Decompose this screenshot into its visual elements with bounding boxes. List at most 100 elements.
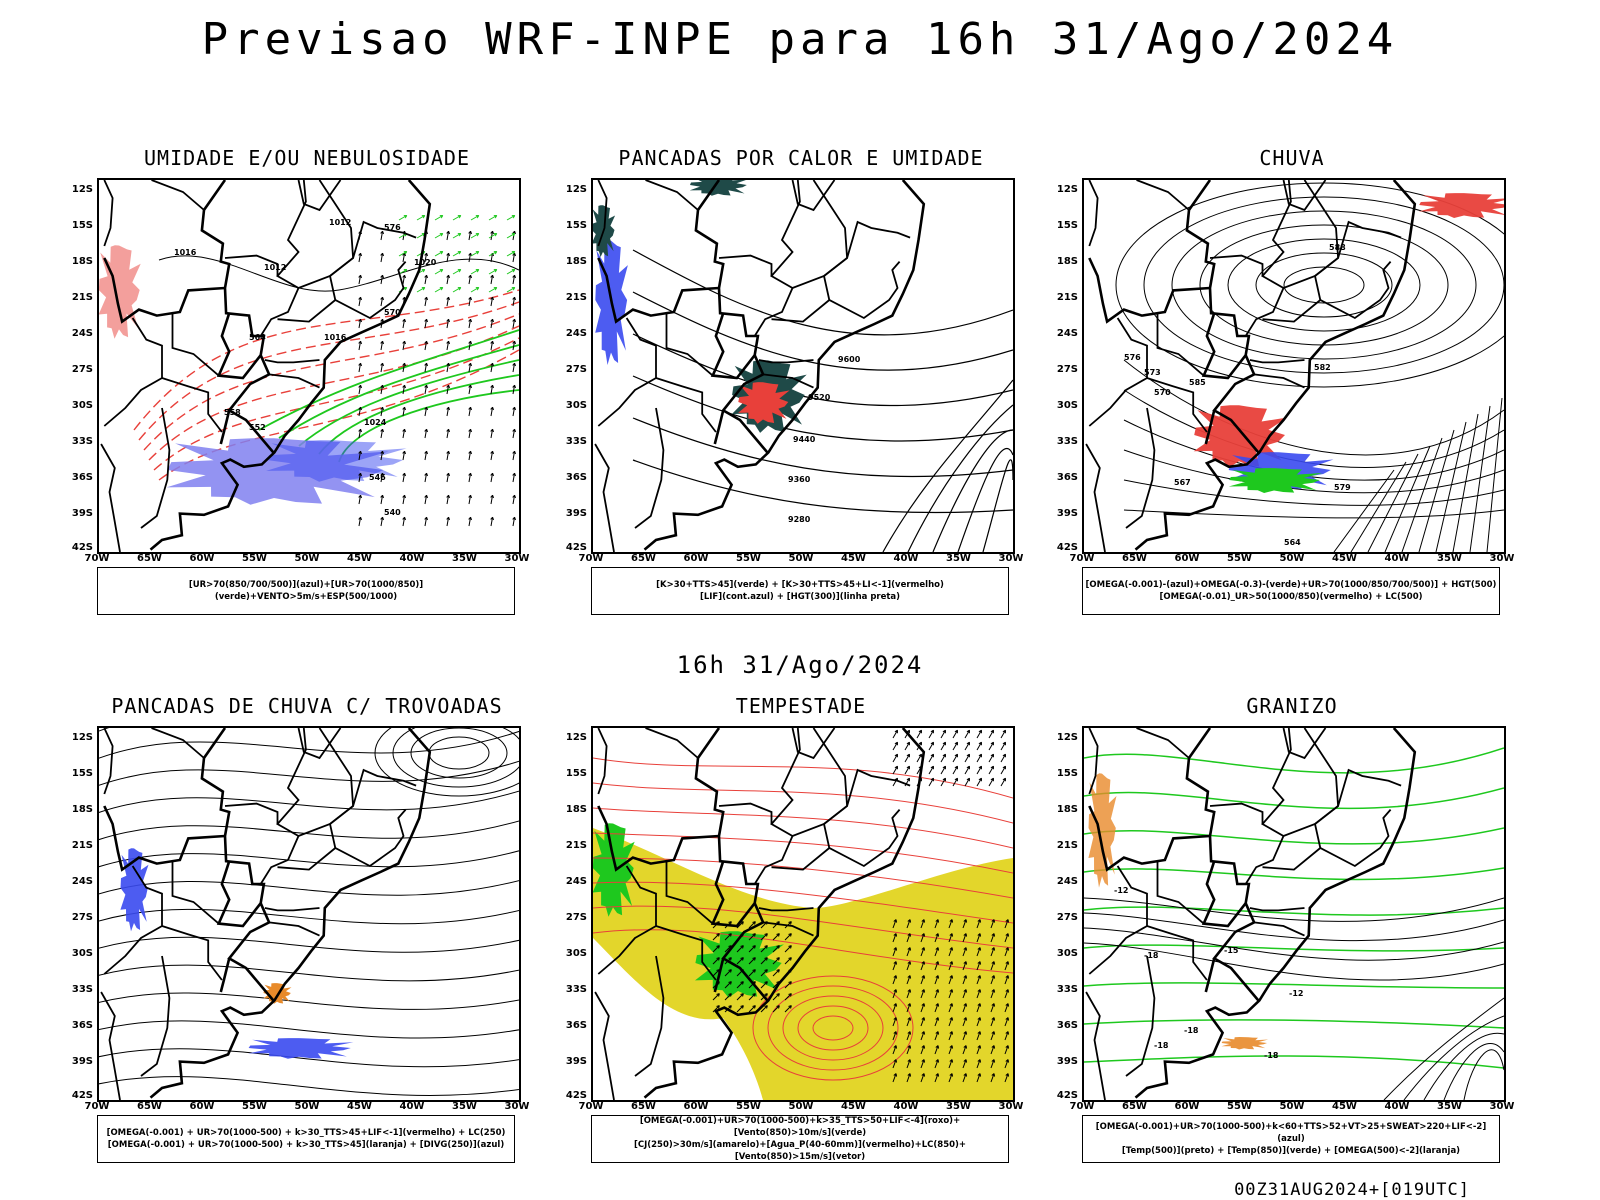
wind-arrow-head [446, 230, 451, 235]
border-line [634, 407, 665, 529]
border-line [1209, 802, 1264, 824]
latitude-label: 42S [1056, 542, 1078, 553]
wind-arrow-head [716, 945, 720, 949]
wind-arrow-head [991, 975, 996, 979]
border-line [1088, 317, 1148, 427]
contour-label: -18 [1154, 1041, 1169, 1050]
wind-arrow-head [935, 933, 940, 937]
wind-arrow [468, 385, 472, 395]
wind-arrow-head [402, 494, 407, 499]
wind-arrow [468, 429, 472, 439]
wind-arrow-head [421, 269, 426, 273]
border-line [791, 180, 836, 212]
legend-line: [Temp(500)](preto) + [Temp(850)](verde) … [1121, 1146, 1461, 1156]
latitude-label: 39S [1056, 508, 1078, 519]
latitude-label: 18S [71, 804, 93, 815]
thickness-contour [138, 301, 519, 441]
wind-arrow [962, 961, 967, 971]
wind-arrow-head [446, 450, 451, 455]
wind-arrow-head [358, 318, 363, 323]
streamline [99, 760, 519, 786]
wind-arrow [1000, 729, 1006, 739]
wind-arrow [892, 1003, 897, 1013]
latitude-label: 36S [71, 472, 93, 483]
wind-arrow-head [935, 1031, 940, 1035]
wind-arrow-head [446, 252, 451, 257]
moisture-contour [258, 329, 519, 431]
border-line [1209, 254, 1264, 276]
longitude-label: 50W [1279, 553, 1305, 564]
wind-arrow [964, 753, 970, 763]
wind-arrow [490, 275, 494, 285]
wind-arrow [906, 1059, 911, 1069]
wind-arrow [358, 429, 362, 439]
contour-label: 1012 [329, 218, 351, 227]
hgt300-contour [632, 291, 1013, 371]
wind-arrow [962, 1073, 967, 1083]
latitude-label: 12S [71, 184, 93, 195]
latitude-label: 24S [565, 328, 587, 339]
wind-arrow-head [788, 957, 792, 961]
lc850-streamline [593, 782, 1013, 824]
wind-arrow [760, 957, 768, 965]
wind-arrow-head [977, 1045, 982, 1049]
border-line [1261, 180, 1340, 289]
contour-label: 1020 [414, 258, 437, 267]
longitude-label: 55W [242, 553, 267, 564]
longitude-label: 60W [683, 553, 709, 564]
latitude-label: 30S [1056, 400, 1078, 411]
border-line [100, 443, 121, 552]
wind-arrow-head [424, 516, 429, 521]
legend-line: [OMEGA(-0.001) + UR>70(1000-500) + k>30_… [106, 1128, 506, 1138]
latitude-label: 15S [71, 768, 93, 779]
wind-arrow [928, 741, 934, 751]
wind-arrow [990, 947, 995, 957]
latitude-label: 42S [71, 542, 93, 553]
wind-arrow [402, 429, 406, 439]
wind-arrow [712, 1005, 720, 1013]
wind-arrow-head [380, 230, 385, 235]
wind-arrow-head [963, 961, 968, 965]
longitude-label: 40W [893, 1101, 919, 1112]
wind-arrow-head [963, 975, 968, 979]
wind-arrow-head [493, 215, 498, 219]
wind-arrow-head [991, 1059, 996, 1063]
wind-arrow [976, 753, 982, 763]
wind-arrow-head [490, 406, 495, 411]
legend-line: [CJ(250)>30m/s](amarelo)+[Agua_P(40-60mm… [633, 1140, 967, 1162]
wind-arrow-head [978, 777, 982, 782]
wind-arrow [398, 215, 408, 221]
hgt300-contour [632, 249, 1013, 336]
latitude-label: 30S [1056, 948, 1078, 959]
longitude-label: 55W [736, 553, 761, 564]
wind-arrow-head [991, 1073, 996, 1077]
wind-arrow-head [949, 947, 954, 951]
wind-arrow [736, 945, 744, 953]
latitude-label: 15S [565, 768, 587, 779]
latitude-label: 21S [565, 292, 587, 303]
latitude-label: 39S [1056, 1056, 1078, 1067]
wind-arrow-head [490, 428, 495, 433]
wind-arrow [424, 517, 428, 527]
wind-arrow [892, 947, 897, 957]
wind-arrow [424, 275, 428, 285]
wind-arrow [402, 319, 406, 329]
wind-arrow-head [949, 961, 954, 965]
wind-arrow-head [991, 933, 996, 937]
wind-arrow-head [358, 406, 363, 411]
streamline-vortex [410, 728, 508, 779]
wind-arrow-head [991, 919, 996, 923]
wind-arrow-head [468, 516, 473, 521]
wind-arrow-head [475, 215, 480, 219]
border-line [1185, 728, 1260, 1002]
wind-arrow-head [740, 993, 744, 997]
streamline [1435, 421, 1467, 552]
hgt500-contour [1123, 509, 1504, 519]
wind-arrow [506, 215, 516, 221]
wind-arrow [358, 407, 362, 417]
border-line [771, 809, 901, 871]
wind-arrow [934, 1059, 939, 1069]
border-line [1204, 958, 1216, 993]
wind-arrow-head [949, 975, 954, 979]
wind-arrow [424, 363, 428, 373]
